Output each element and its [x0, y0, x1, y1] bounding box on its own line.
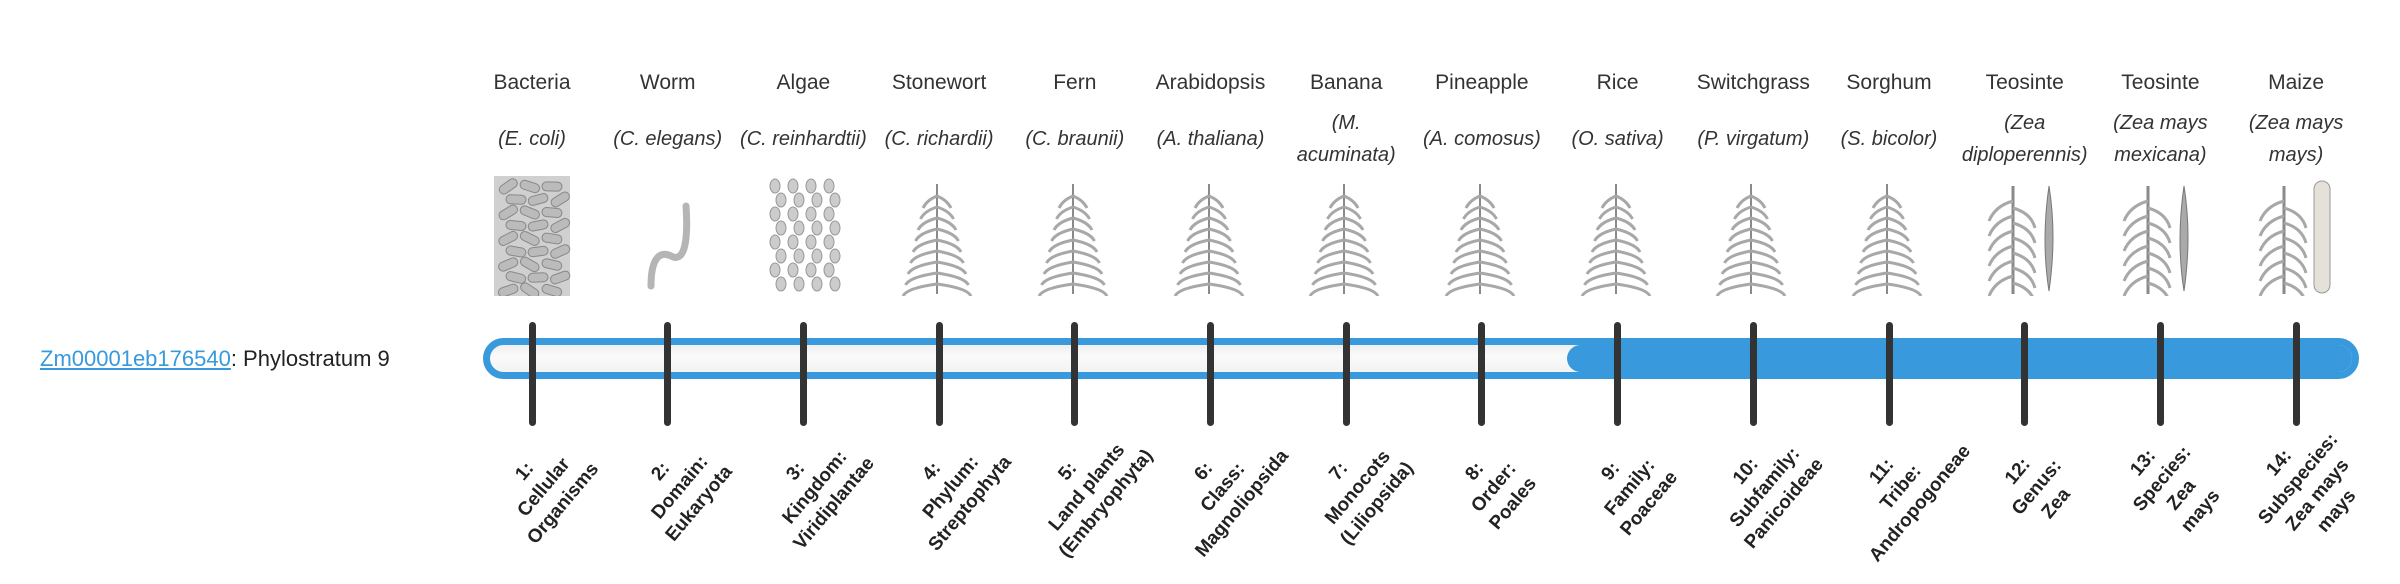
scientific-name-text: (Zea mays mays)	[2248, 112, 2344, 166]
gene-phylostratum-label: Zm00001eb176540: Phylostratum 9	[40, 338, 390, 380]
taxonomic-rank-label: 2: Domain: Eukaryota	[596, 398, 763, 576]
worm-illustration	[600, 176, 736, 298]
maize-illustration	[2228, 176, 2364, 298]
taxonomic-rank-label: 9: Family: Poaceae	[1546, 398, 1713, 576]
phylostratum-tick	[1071, 322, 1079, 426]
scientific-name-text: (C. richardii)	[884, 128, 994, 150]
taxonomic-rank-label: 1: Cellular Organisms	[461, 398, 628, 576]
scientific-name-text: (M. acuminata)	[1296, 112, 1396, 166]
organism-scientific-name: (Zea mays mexicana)	[2092, 104, 2228, 174]
phylostratum-tick	[799, 322, 807, 426]
stonewort-illustration	[871, 176, 1007, 298]
taxonomic-rank-label: 12: Genus: Zea	[1953, 398, 2120, 576]
scientific-name-text: (C. reinhardtii)	[740, 128, 867, 150]
organism-scientific-name: (S. bicolor)	[1821, 104, 1957, 174]
organism-scientific-name: (Zea mays mays)	[2228, 104, 2364, 174]
phylostratum-tick	[1342, 322, 1350, 426]
taxonomic-rank-label: 8: Order: Poales	[1411, 398, 1578, 576]
phylostratum-tick	[1749, 322, 1757, 426]
fern-illustration	[1007, 176, 1143, 298]
taxonomic-rank-label: 14: Subspecies: Zea mays mays	[2215, 390, 2400, 584]
taxonomic-rank-label: 11: Tribe: Andropogoneae	[1818, 398, 1985, 576]
bacteria-illustration	[464, 176, 600, 298]
taxonomic-rank-label: 13: Species: Zea mays	[2079, 390, 2265, 584]
organism-common-name: Rice	[1596, 71, 1639, 94]
phylostratum-text: : Phylostratum 9	[230, 346, 390, 371]
organism-scientific-name: (O. sativa)	[1550, 104, 1686, 174]
banana-illustration	[1278, 176, 1414, 298]
organism-common-name: Bacteria	[493, 71, 571, 94]
organism-common-name: Pineapple	[1435, 71, 1529, 94]
organism-scientific-name: (E. coli)	[464, 104, 600, 174]
taxonomic-rank-label: 6: Class: Magnoliopsida	[1139, 398, 1306, 576]
scientific-name-text: (A. thaliana)	[1156, 128, 1265, 150]
scientific-name-text: (C. elegans)	[613, 128, 723, 150]
phylostratum-tick	[2292, 322, 2300, 426]
organism-scientific-name: (A. comosus)	[1414, 104, 1550, 174]
taxonomic-rank-label: 10: Subfamily: Panicoideae	[1682, 398, 1849, 576]
phylostratum-tick	[528, 322, 536, 426]
organism-scientific-name: (P. virgatum)	[1685, 104, 1821, 174]
pineapple-illustration	[1414, 176, 1550, 298]
organism-scientific-name: (Zea diploperennis)	[1957, 104, 2093, 174]
organism-scientific-name: (A. thaliana)	[1143, 104, 1279, 174]
phylostratum-tick	[1885, 322, 1893, 426]
organism-common-name: Stonewort	[891, 71, 987, 94]
gene-id-link[interactable]: Zm00001eb176540	[40, 346, 231, 371]
phylostratum-progress-fill	[1566, 345, 2352, 372]
phylostratum-tick	[664, 322, 672, 426]
phylostratum-progress-bar	[483, 338, 2359, 379]
scientific-name-text: (O. sativa)	[1571, 128, 1664, 150]
organism-common-name: Worm	[639, 71, 696, 94]
phylostratum-tick	[1478, 322, 1486, 426]
phylostratum-tick	[2021, 322, 2029, 426]
scientific-name-text: (C. braunii)	[1025, 128, 1125, 150]
taxonomic-rank-label: 7: Monocots (Liliopsida)	[1275, 398, 1442, 576]
organism-common-name: Arabidopsis	[1155, 71, 1266, 94]
organism-common-name: Maize	[2268, 71, 2325, 94]
rice-illustration	[1550, 176, 1686, 298]
phylostratum-tick	[935, 322, 943, 426]
scientific-name-text: (P. virgatum)	[1697, 128, 1810, 150]
scientific-name-text: (E. coli)	[498, 128, 566, 150]
sorghum-illustration	[1821, 176, 1957, 298]
organism-scientific-name: (C. elegans)	[600, 104, 736, 174]
organism-common-name: Switchgrass	[1696, 71, 1810, 94]
phylostratum-tick	[1614, 322, 1622, 426]
organism-common-name: Sorghum	[1846, 71, 1932, 94]
teosinte-illustration	[1957, 176, 2093, 298]
arabidopsis-illustration	[1143, 176, 1279, 298]
scientific-name-text: (S. bicolor)	[1840, 128, 1938, 150]
organism-scientific-name: (C. richardii)	[871, 104, 1007, 174]
scientific-name-text: (Zea diploperennis)	[1961, 112, 2088, 166]
teosinte-illustration	[2092, 176, 2228, 298]
organism-common-name: Teosinte	[1985, 71, 2064, 94]
taxonomic-rank-label: 5: Land plants (Embryophyta)	[1003, 398, 1170, 576]
phylostratum-tick	[2156, 322, 2164, 426]
organism-scientific-name: (C. braunii)	[1007, 104, 1143, 174]
organism-scientific-name: (M. acuminata)	[1278, 104, 1414, 174]
organism-common-name: Fern	[1053, 71, 1097, 94]
organism-common-name: Algae	[776, 71, 831, 94]
algae-illustration	[735, 176, 871, 298]
taxonomic-rank-label: 3: Kingdom: Viridiplantae	[732, 398, 899, 576]
scientific-name-text: (A. comosus)	[1422, 128, 1541, 150]
organism-common-name: Banana	[1309, 71, 1383, 94]
organism-common-name: Teosinte	[2121, 71, 2200, 94]
phylostratum-tick	[1207, 322, 1214, 426]
scientific-name-text: (Zea mays mexicana)	[2113, 112, 2208, 166]
organism-scientific-name: (C. reinhardtii)	[735, 104, 871, 174]
taxonomic-rank-label: 4: Phylum: Streptophyta	[868, 398, 1035, 576]
switchgrass-illustration	[1685, 176, 1821, 298]
